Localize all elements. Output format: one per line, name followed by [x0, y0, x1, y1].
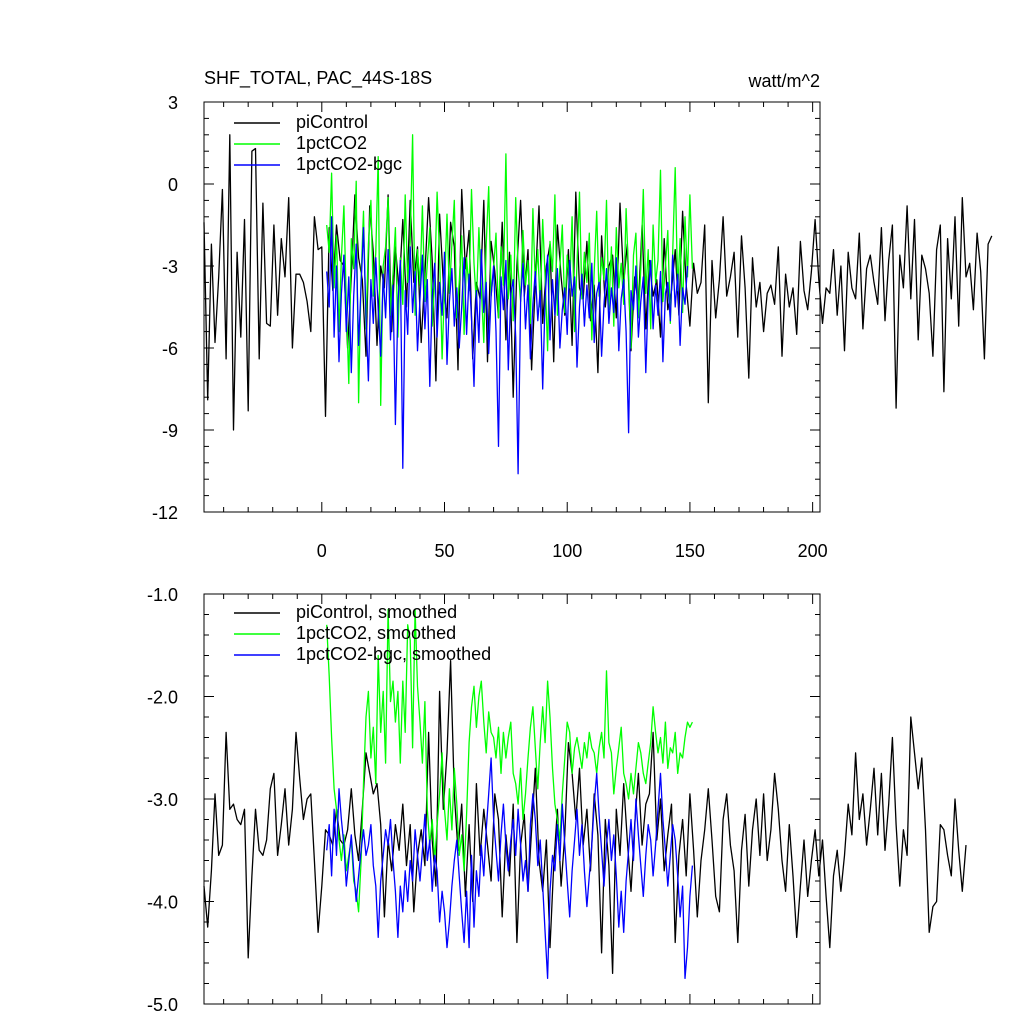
- y-tick-label: -12: [152, 503, 178, 523]
- y-tick-label: -5.0: [147, 995, 178, 1015]
- y-tick-label: -6: [162, 339, 178, 359]
- chart-title: SHF_TOTAL, PAC_44S-18S: [204, 68, 432, 89]
- legend-label: 1pctCO2-bgc, smoothed: [296, 644, 491, 664]
- y-tick-label: -4.0: [147, 893, 178, 913]
- legend-label: 1pctCO2, smoothed: [296, 623, 456, 643]
- x-tick-label: 100: [552, 541, 582, 561]
- y-tick-label: -2.0: [147, 688, 178, 708]
- series-line-1pctco2-bgc-smoothed: [326, 757, 694, 980]
- series-line-picontrol-smoothed: [203, 659, 967, 974]
- top-axis-ticks: 3 0 -3 -6 -9 -12 0 50 100 150 200: [152, 93, 828, 561]
- units-label: watt/m^2: [748, 71, 820, 91]
- bottom-series-group: [203, 608, 967, 980]
- legend-label: 1pctCO2: [296, 133, 367, 153]
- series-line-1pctco2: [326, 134, 694, 407]
- bottom-axis-ticks: -1.0 -2.0 -3.0 -4.0 -5.0: [147, 585, 820, 1015]
- x-tick-label: 0: [317, 541, 327, 561]
- y-tick-label: -3.0: [147, 790, 178, 810]
- top-plot-frame: [203, 101, 821, 513]
- top-panel: 30-3-6-9-120 50 100 150 200 piControl1pctCO2…: [152, 93, 993, 561]
- bottom-panel: -1.0 -2.0 -3.0 -4.0 -5.0 piControl, smoothed…: [147, 585, 967, 1015]
- x-tick-label: 50: [434, 541, 454, 561]
- series-line-1pctco2-smoothed: [326, 608, 693, 913]
- y-tick-label: 3: [168, 93, 178, 113]
- y-tick-label: -3: [162, 257, 178, 277]
- y-tick-label: -9: [162, 421, 178, 441]
- legend-label: piControl, smoothed: [296, 602, 457, 622]
- x-tick-label: 200: [798, 541, 828, 561]
- series-line-picontrol: [203, 134, 993, 431]
- top-series-group: [203, 134, 993, 475]
- legend-label: 1pctCO2-bgc: [296, 154, 402, 174]
- y-tick-label: 0: [168, 175, 178, 195]
- series-line-1pctco2-bgc: [326, 216, 689, 475]
- x-tick-label: 150: [675, 541, 705, 561]
- y-tick-label: -1.0: [147, 585, 178, 605]
- legend-label: piControl: [296, 112, 368, 132]
